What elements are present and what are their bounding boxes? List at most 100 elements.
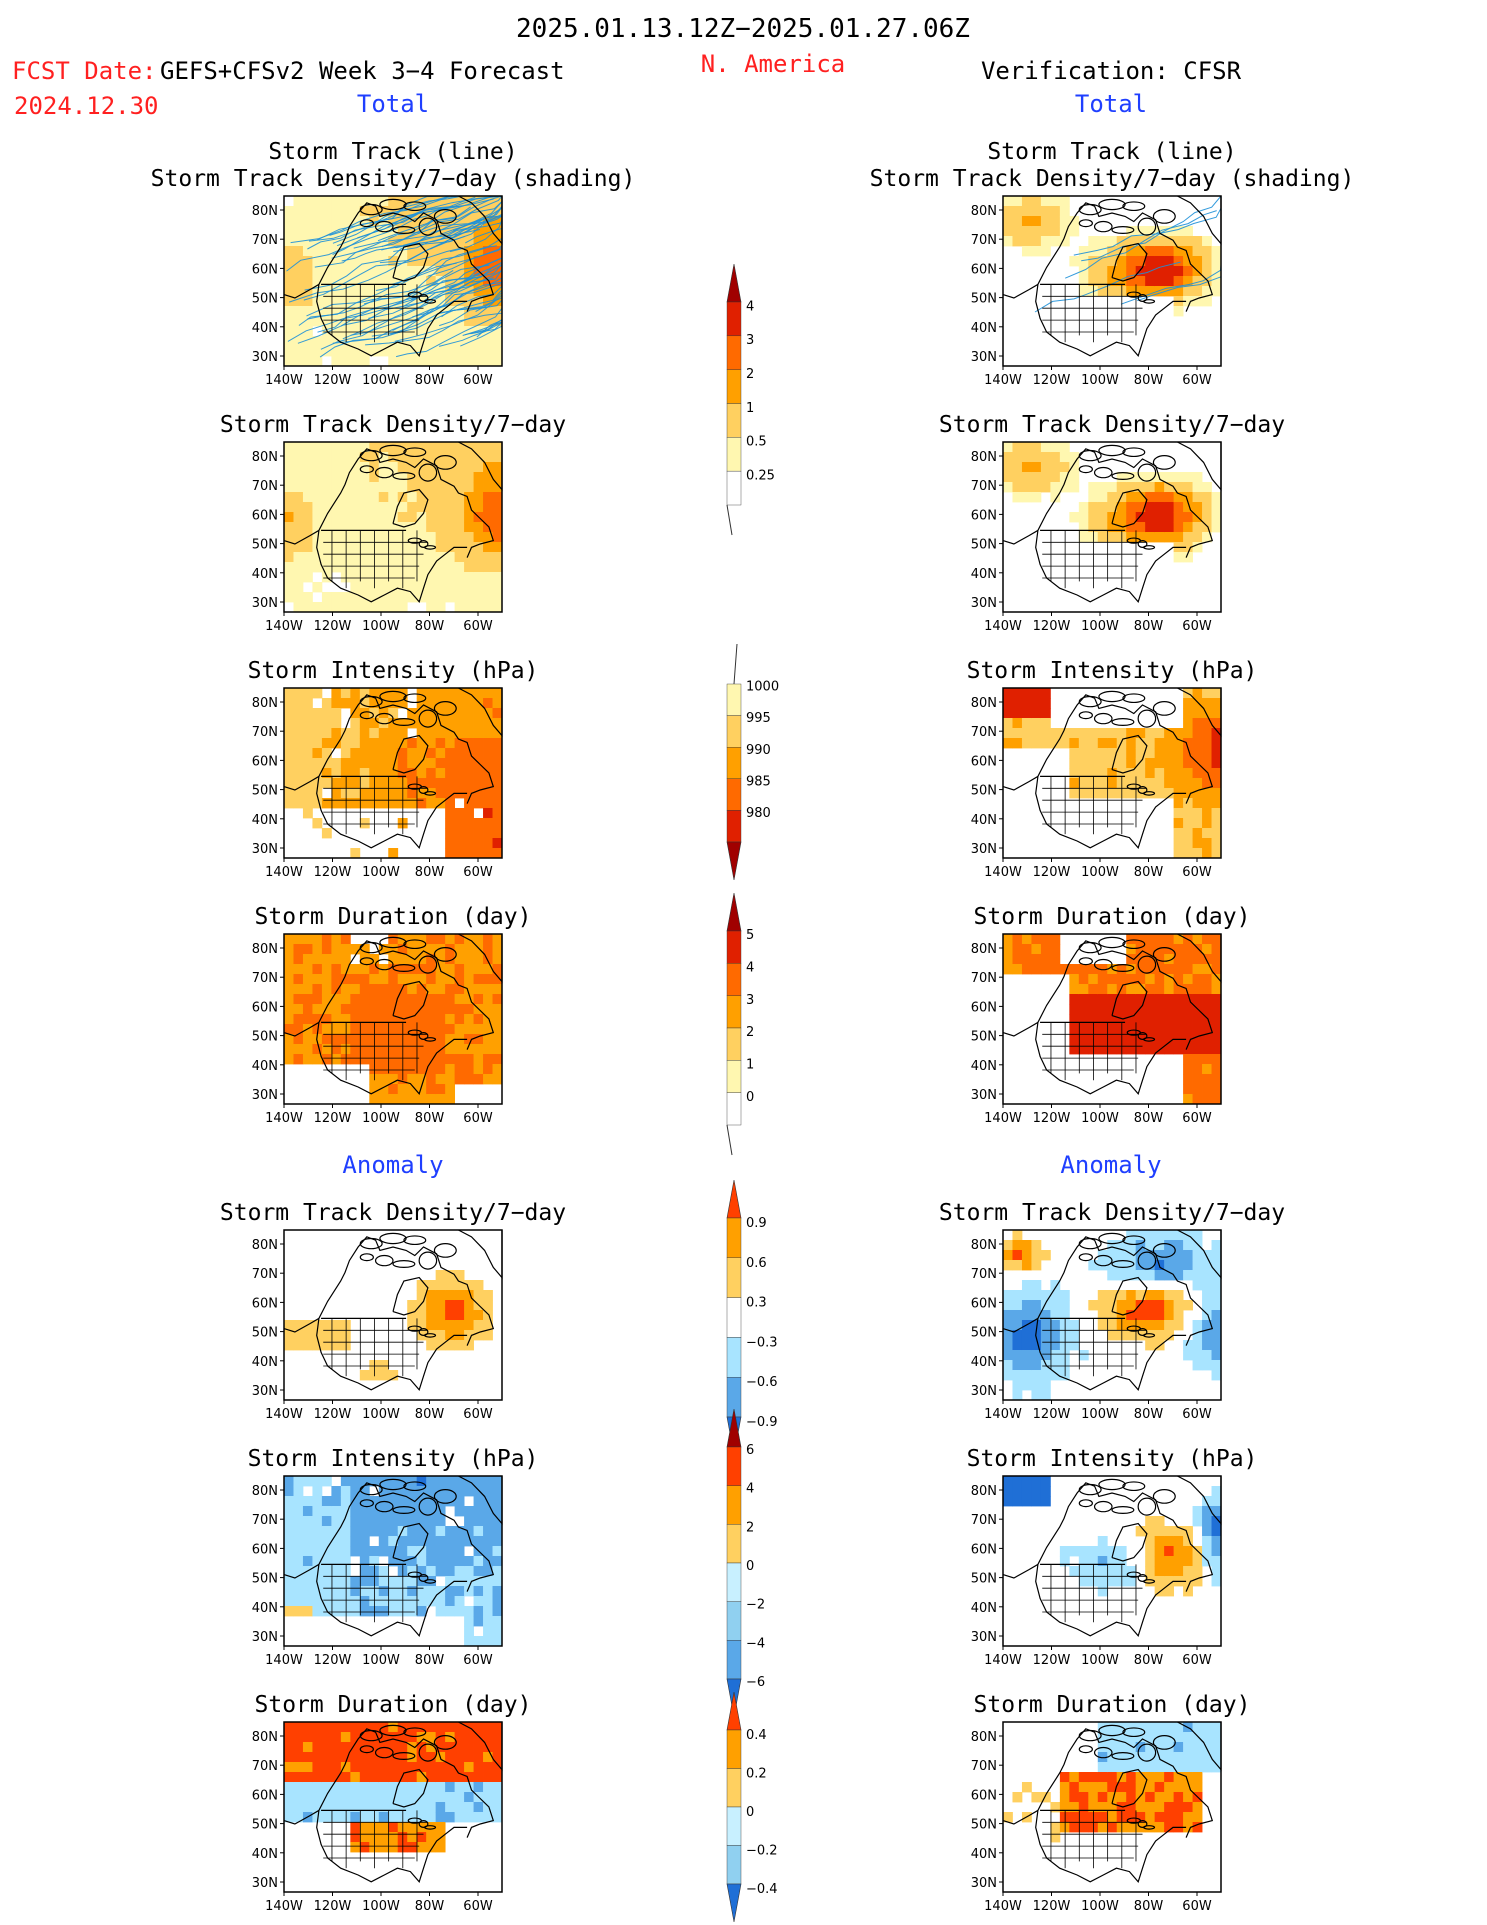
grid-cell [1012, 1350, 1023, 1361]
grid-cell [445, 944, 456, 955]
grid-cell [1145, 1782, 1156, 1793]
grid-cell [1164, 728, 1175, 739]
lat-tick-label: 80N [971, 204, 997, 219]
grid-cell [445, 1330, 456, 1341]
grid-cell [331, 944, 342, 955]
grid-cell [388, 848, 399, 859]
grid-cell [483, 778, 493, 789]
grid-cell [1183, 1546, 1193, 1557]
grid-cell [1135, 994, 1146, 1005]
grid-cell [435, 492, 446, 503]
grid-cell [1145, 758, 1156, 769]
grid-cell [1021, 216, 1032, 227]
grid-cell [464, 828, 474, 839]
grid-cell [1211, 266, 1222, 277]
grid-cell [284, 1782, 294, 1793]
grid-cell [1145, 738, 1156, 749]
grid-cell [1154, 1310, 1165, 1321]
grid-cell [1040, 728, 1051, 739]
grid-cell [492, 542, 503, 553]
grid-cell [1173, 1230, 1184, 1241]
grid-cell [492, 838, 503, 849]
grid-cell [350, 778, 361, 789]
grid-cell [1202, 1506, 1212, 1517]
grid-cell [293, 798, 304, 809]
grid-cell [1211, 1762, 1222, 1773]
grid-cell [378, 1822, 389, 1833]
grid-cell [1088, 758, 1099, 769]
grid-cell [312, 1526, 323, 1537]
grid-cell [340, 1486, 351, 1497]
grid-cell [1164, 1300, 1175, 1311]
colorbar-label: −0.3 [746, 1335, 778, 1350]
grid-cell [1088, 236, 1099, 247]
grid-cell [1126, 502, 1137, 513]
grid-cell [426, 1024, 437, 1035]
grid-cell [407, 1762, 418, 1773]
grid-cell [1173, 1732, 1184, 1743]
grid-cell [321, 1762, 332, 1773]
grid-cell [1012, 1260, 1023, 1271]
grid-cell [369, 492, 380, 503]
grid-cell [416, 738, 427, 749]
grid-cell [1202, 276, 1212, 287]
grid-cell [1192, 482, 1203, 493]
grid-cell [284, 236, 294, 247]
grid-cell [416, 1762, 427, 1773]
grid-cell [1107, 1762, 1118, 1773]
grid-cell [397, 1516, 408, 1527]
grid-cell [331, 1606, 342, 1617]
grid-cell [312, 602, 323, 613]
grid-cell [1202, 1320, 1212, 1331]
grid-cell [378, 1516, 389, 1527]
region-label: N. America [701, 50, 846, 78]
grid-cell [1211, 944, 1222, 955]
grid-cell [483, 602, 493, 613]
grid-cell [492, 1626, 503, 1637]
grid-cell [1183, 1260, 1193, 1271]
grid-cell [1183, 944, 1193, 955]
grid-cell [1126, 1802, 1137, 1813]
grid-cell [1021, 934, 1032, 945]
grid-cell [426, 572, 437, 583]
grid-cell [1192, 1742, 1203, 1753]
grid-cell [445, 688, 456, 699]
lon-tick-label: 140W [265, 373, 303, 388]
grid-cell [492, 1054, 503, 1065]
grid-cell [388, 994, 399, 1005]
grid-cell [359, 1762, 370, 1773]
grid-cell [426, 1832, 437, 1843]
grid-cell [1012, 1792, 1023, 1803]
grid-cell [1116, 994, 1127, 1005]
colorbars: 43210.50.2510009959909859805432100.90.60… [726, 263, 779, 1923]
grid-cell [312, 1546, 323, 1557]
grid-cell [454, 1596, 465, 1607]
grid-cell [473, 1074, 484, 1085]
grid-cell [1069, 1330, 1080, 1341]
grid-cell [435, 1792, 446, 1803]
grid-cell [1154, 1576, 1165, 1587]
grid-cell [293, 738, 304, 749]
grid-cell [340, 492, 351, 503]
grid-cell [293, 482, 304, 493]
grid-cell [359, 1486, 370, 1497]
grid-cell [397, 984, 408, 995]
grid-cell [321, 748, 332, 759]
grid-cell [492, 1496, 503, 1507]
lat-tick-label: 30N [971, 596, 997, 611]
grid-cell [483, 994, 493, 1005]
grid-cell [445, 256, 456, 267]
grid-cell [340, 768, 351, 779]
grid-cell [293, 934, 304, 945]
lat-tick-label: 30N [252, 350, 278, 365]
grid-cell [369, 482, 380, 493]
grid-cell [1003, 1350, 1013, 1361]
grid-cell [454, 964, 465, 975]
grid-cell [369, 1526, 380, 1537]
grid-cell [1107, 1722, 1118, 1733]
grid-cell [302, 346, 313, 357]
grid-cell [1164, 758, 1175, 769]
grid-cell [445, 542, 456, 553]
grid-cell [397, 1004, 408, 1015]
grid-cell [1173, 984, 1184, 995]
